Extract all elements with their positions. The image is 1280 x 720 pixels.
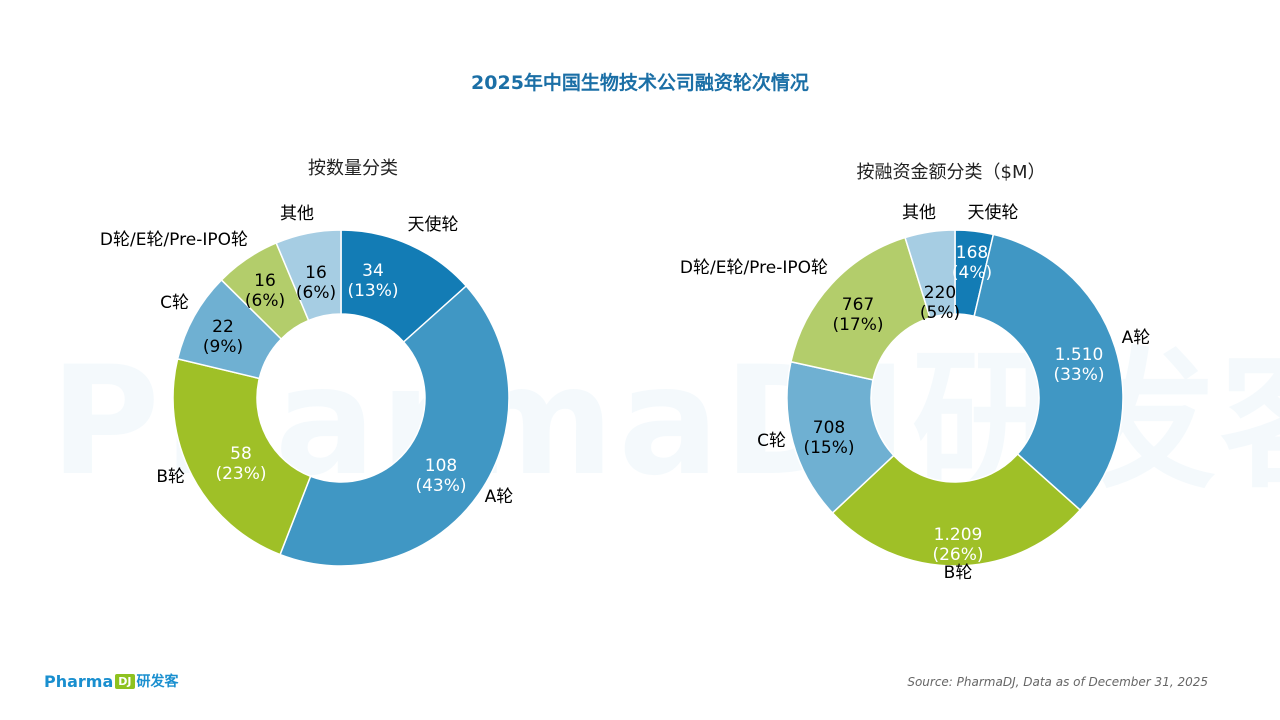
slice-percent-label: (23%): [215, 464, 266, 484]
logo-cn: 研发客: [136, 674, 179, 690]
slice-value-label: 22: [212, 317, 234, 337]
slice-value-label: 1.510: [1055, 345, 1104, 365]
slice-category-label: B轮: [156, 467, 185, 487]
slice-value-label: 34: [362, 261, 384, 281]
slice-percent-label: (13%): [347, 281, 398, 301]
slice-percent-label: (17%): [832, 315, 883, 335]
slice-category-label: 天使轮: [968, 202, 1019, 223]
footer-logo: Pharma DJ 研发客: [44, 671, 179, 691]
slice-category-label: C轮: [160, 293, 189, 313]
right-chart-title: 按融资金额分类（$M）: [856, 162, 1046, 183]
slice-category-label: 其他: [280, 204, 314, 224]
donut-slice-1-other: [904, 229, 956, 319]
logo-text: Pharma: [44, 671, 114, 691]
slice-percent-label: (6%): [296, 283, 336, 303]
slice-value-label: 168: [956, 243, 988, 263]
slice-category-label: 天使轮: [408, 214, 459, 235]
slice-percent-label: (26%): [932, 545, 983, 565]
slice-category-label: A轮: [485, 487, 514, 507]
slice-percent-label: (33%): [1053, 365, 1104, 385]
slice-category-label: D轮/E轮/Pre-IPO轮: [680, 258, 828, 278]
slice-value-label: 767: [842, 295, 874, 315]
donut-slice-0-other: [275, 229, 342, 322]
slice-value-label: 108: [425, 456, 457, 476]
slice-value-label: 220: [924, 283, 956, 303]
slice-category-label: A轮: [1122, 328, 1151, 348]
slice-percent-label: (43%): [415, 476, 466, 496]
donut-slice-1-A: [973, 233, 1124, 512]
donut-slice-1-B: [831, 452, 1082, 567]
donut-slice-0-B: [172, 357, 312, 556]
slice-percent-label: (6%): [245, 291, 285, 311]
slice-value-label: 16: [254, 271, 276, 291]
source-note: Source: PharmaDJ, Data as of December 31…: [907, 675, 1208, 689]
donut-slice-0-A: [279, 284, 510, 567]
slice-value-label: 58: [230, 444, 252, 464]
logo-badge: DJ: [115, 673, 135, 689]
slice-value-label: 16: [305, 263, 327, 283]
donut-slice-1-D: [790, 236, 931, 381]
slice-category-label: 其他: [902, 203, 936, 223]
slice-percent-label: (5%): [920, 303, 960, 323]
donut-slice-1-C: [786, 360, 895, 515]
left-chart-title: 按数量分类: [308, 158, 398, 179]
slice-category-label: B轮: [944, 563, 973, 583]
slice-value-label: 1.209: [934, 525, 983, 545]
slice-value-label: 708: [813, 418, 845, 438]
slice-category-label: D轮/E轮/Pre-IPO轮: [100, 230, 248, 250]
slice-percent-label: (9%): [203, 337, 243, 357]
page-title: 2025年中国生物技术公司融资轮次情况: [471, 72, 809, 94]
slice-percent-label: (4%): [952, 263, 992, 283]
slice-percent-label: (15%): [803, 438, 854, 458]
slice-category-label: C轮: [757, 431, 786, 451]
